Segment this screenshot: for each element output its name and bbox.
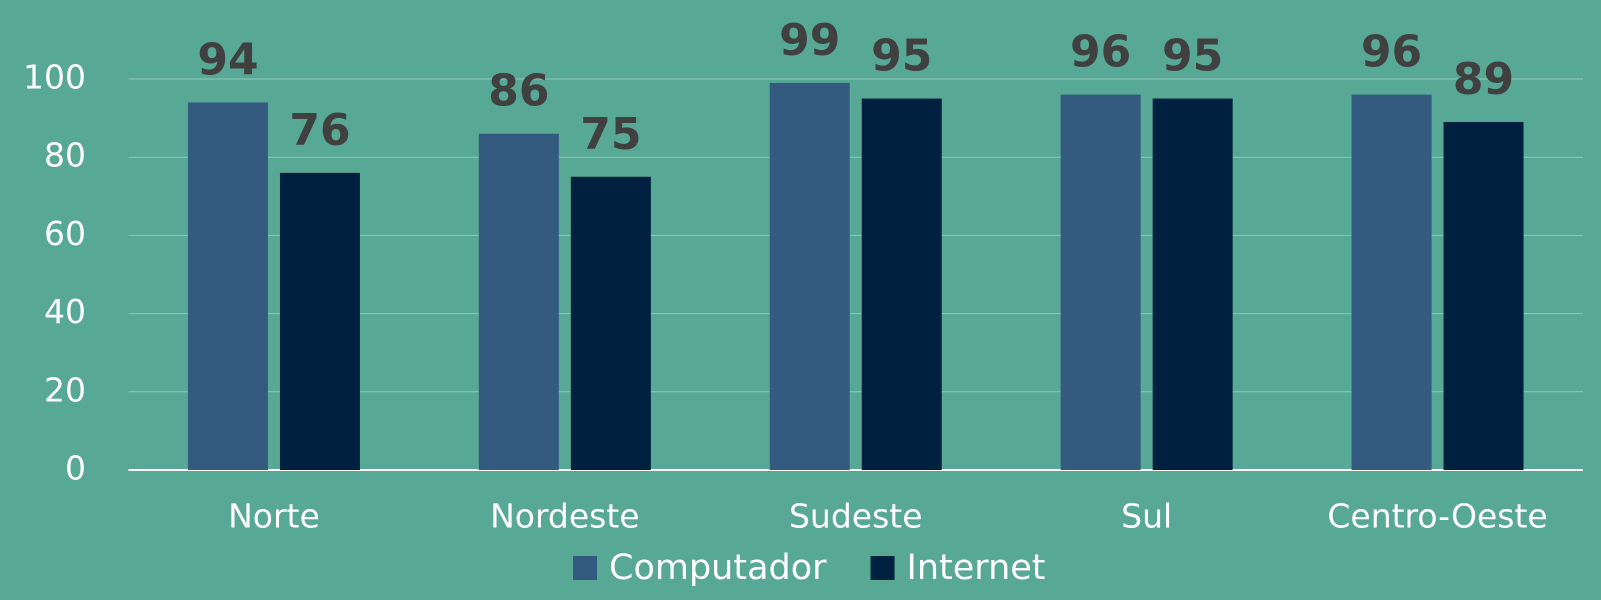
value-label: 99 xyxy=(779,15,840,66)
value-label: 86 xyxy=(488,66,549,117)
bar xyxy=(187,102,268,471)
legend-swatch xyxy=(870,556,895,580)
y-tick-label: 40 xyxy=(44,292,86,331)
x-tick-label: Nordeste xyxy=(490,497,640,536)
value-label: 75 xyxy=(580,109,641,160)
bar xyxy=(769,82,850,470)
y-tick-label: 20 xyxy=(44,370,86,409)
y-tick-label: 60 xyxy=(44,214,86,253)
bar xyxy=(1152,98,1233,471)
x-tick-label: Sudeste xyxy=(789,497,923,536)
value-label: 76 xyxy=(289,105,350,156)
y-tick-label: 80 xyxy=(44,136,86,175)
y-tick-label: 100 xyxy=(23,58,86,97)
x-tick-label: Norte xyxy=(228,497,320,536)
legend-swatch xyxy=(573,556,597,580)
x-tick-label: Sul xyxy=(1121,497,1172,536)
bar xyxy=(1351,94,1432,470)
y-tick-label: 0 xyxy=(65,449,86,488)
value-label: 94 xyxy=(197,34,258,85)
bar xyxy=(570,176,651,470)
value-label: 95 xyxy=(1162,31,1223,82)
bar xyxy=(1443,122,1524,470)
bar xyxy=(478,133,559,471)
value-label: 89 xyxy=(1453,54,1514,105)
bar xyxy=(1060,94,1141,470)
value-label: 95 xyxy=(871,31,932,82)
bar xyxy=(279,172,360,470)
x-tick-label: Centro-Oeste xyxy=(1327,497,1547,536)
legend-label: Computador xyxy=(609,548,827,588)
bar xyxy=(861,98,942,471)
value-label: 96 xyxy=(1070,27,1131,78)
legend-label: Internet xyxy=(907,548,1046,588)
value-label: 96 xyxy=(1361,27,1422,78)
